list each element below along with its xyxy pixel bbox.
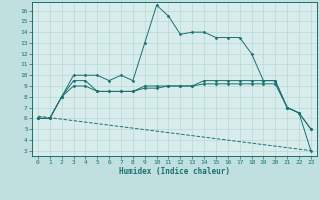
X-axis label: Humidex (Indice chaleur): Humidex (Indice chaleur) <box>119 167 230 176</box>
